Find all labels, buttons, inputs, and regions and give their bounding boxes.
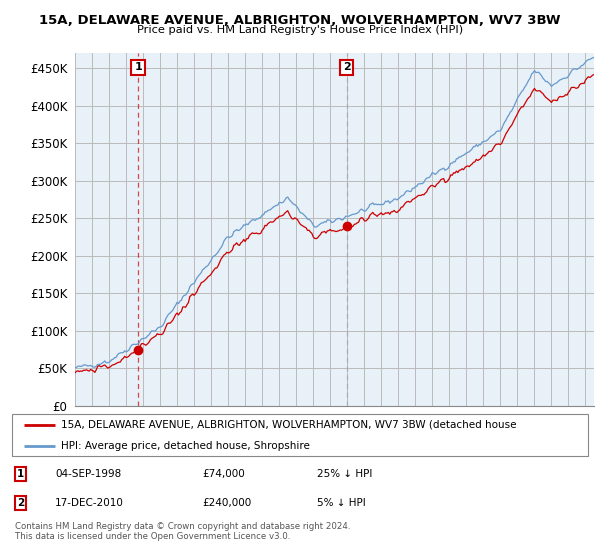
Text: £74,000: £74,000 <box>202 469 245 479</box>
FancyBboxPatch shape <box>12 414 588 456</box>
Text: 2: 2 <box>17 498 24 508</box>
Text: Contains HM Land Registry data © Crown copyright and database right 2024.
This d: Contains HM Land Registry data © Crown c… <box>15 522 350 542</box>
Text: 2: 2 <box>343 62 350 72</box>
Text: £240,000: £240,000 <box>202 498 251 508</box>
Text: Price paid vs. HM Land Registry's House Price Index (HPI): Price paid vs. HM Land Registry's House … <box>137 25 463 35</box>
Text: 17-DEC-2010: 17-DEC-2010 <box>55 498 124 508</box>
Text: 15A, DELAWARE AVENUE, ALBRIGHTON, WOLVERHAMPTON, WV7 3BW: 15A, DELAWARE AVENUE, ALBRIGHTON, WOLVER… <box>39 14 561 27</box>
Text: 04-SEP-1998: 04-SEP-1998 <box>55 469 121 479</box>
Text: 15A, DELAWARE AVENUE, ALBRIGHTON, WOLVERHAMPTON, WV7 3BW (detached house: 15A, DELAWARE AVENUE, ALBRIGHTON, WOLVER… <box>61 420 517 430</box>
Text: HPI: Average price, detached house, Shropshire: HPI: Average price, detached house, Shro… <box>61 441 310 451</box>
Text: 25% ↓ HPI: 25% ↓ HPI <box>317 469 373 479</box>
Text: 1: 1 <box>134 62 142 72</box>
Text: 5% ↓ HPI: 5% ↓ HPI <box>317 498 366 508</box>
Text: 1: 1 <box>17 469 24 479</box>
